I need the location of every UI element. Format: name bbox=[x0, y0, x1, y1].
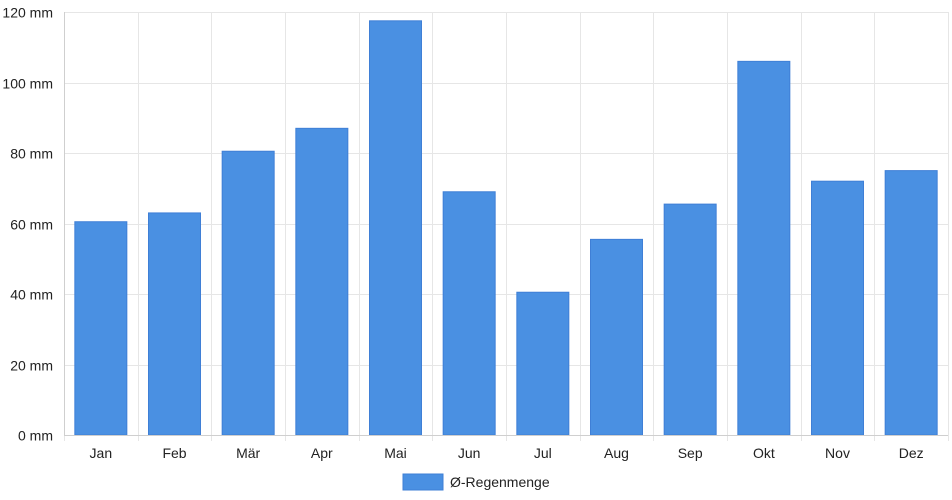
bar-dez[interactable] bbox=[884, 170, 938, 436]
x-tick-label: Apr bbox=[311, 445, 333, 461]
x-tick-label: Jul bbox=[534, 445, 552, 461]
x-tick-label: Nov bbox=[825, 445, 850, 461]
grid-lines bbox=[64, 12, 949, 441]
x-tick-label: Aug bbox=[604, 445, 629, 461]
y-tick-label: 60 mm bbox=[10, 217, 53, 233]
y-tick-label: 40 mm bbox=[10, 287, 53, 303]
x-tick-label: Feb bbox=[162, 445, 186, 461]
y-tick-label: 20 mm bbox=[10, 358, 53, 374]
bar-aug[interactable] bbox=[590, 238, 643, 436]
x-tick-label: Mär bbox=[236, 445, 260, 461]
x-axis-tick-labels: Jan Feb Mär Apr Mai Jun Jul Aug Sep Okt Nov Dez bbox=[90, 445, 924, 461]
x-tick-label: Sep bbox=[678, 445, 703, 461]
bar-sep[interactable] bbox=[663, 203, 717, 436]
axes bbox=[64, 12, 948, 436]
y-tick-label: 100 mm bbox=[2, 76, 53, 92]
y-tick-label: 0 mm bbox=[18, 428, 53, 444]
bar-jan[interactable] bbox=[74, 221, 128, 436]
bar-nov[interactable] bbox=[811, 180, 864, 436]
bar-mai[interactable] bbox=[369, 20, 422, 436]
legend[interactable]: Ø-Regenmenge bbox=[402, 473, 550, 491]
legend-label: Ø-Regenmenge bbox=[450, 474, 550, 490]
bars bbox=[74, 20, 938, 436]
bar-apr[interactable] bbox=[295, 127, 349, 436]
bar-feb[interactable] bbox=[148, 212, 201, 436]
y-tick-label: 120 mm bbox=[2, 5, 53, 21]
x-tick-label: Jan bbox=[90, 445, 113, 461]
legend-swatch bbox=[402, 473, 444, 491]
bar-mär[interactable] bbox=[221, 150, 275, 436]
bar-jun[interactable] bbox=[442, 191, 496, 436]
x-tick-label: Dez bbox=[899, 445, 924, 461]
y-tick-label: 80 mm bbox=[10, 146, 53, 162]
x-tick-label: Mai bbox=[384, 445, 407, 461]
x-tick-label: Jun bbox=[458, 445, 481, 461]
bar-jul[interactable] bbox=[516, 291, 570, 436]
y-axis-tick-labels: 0 mm 20 mm 40 mm 60 mm 80 mm 100 mm 120 mm bbox=[2, 5, 53, 444]
bar-okt[interactable] bbox=[737, 60, 791, 436]
x-tick-label: Okt bbox=[753, 445, 775, 461]
